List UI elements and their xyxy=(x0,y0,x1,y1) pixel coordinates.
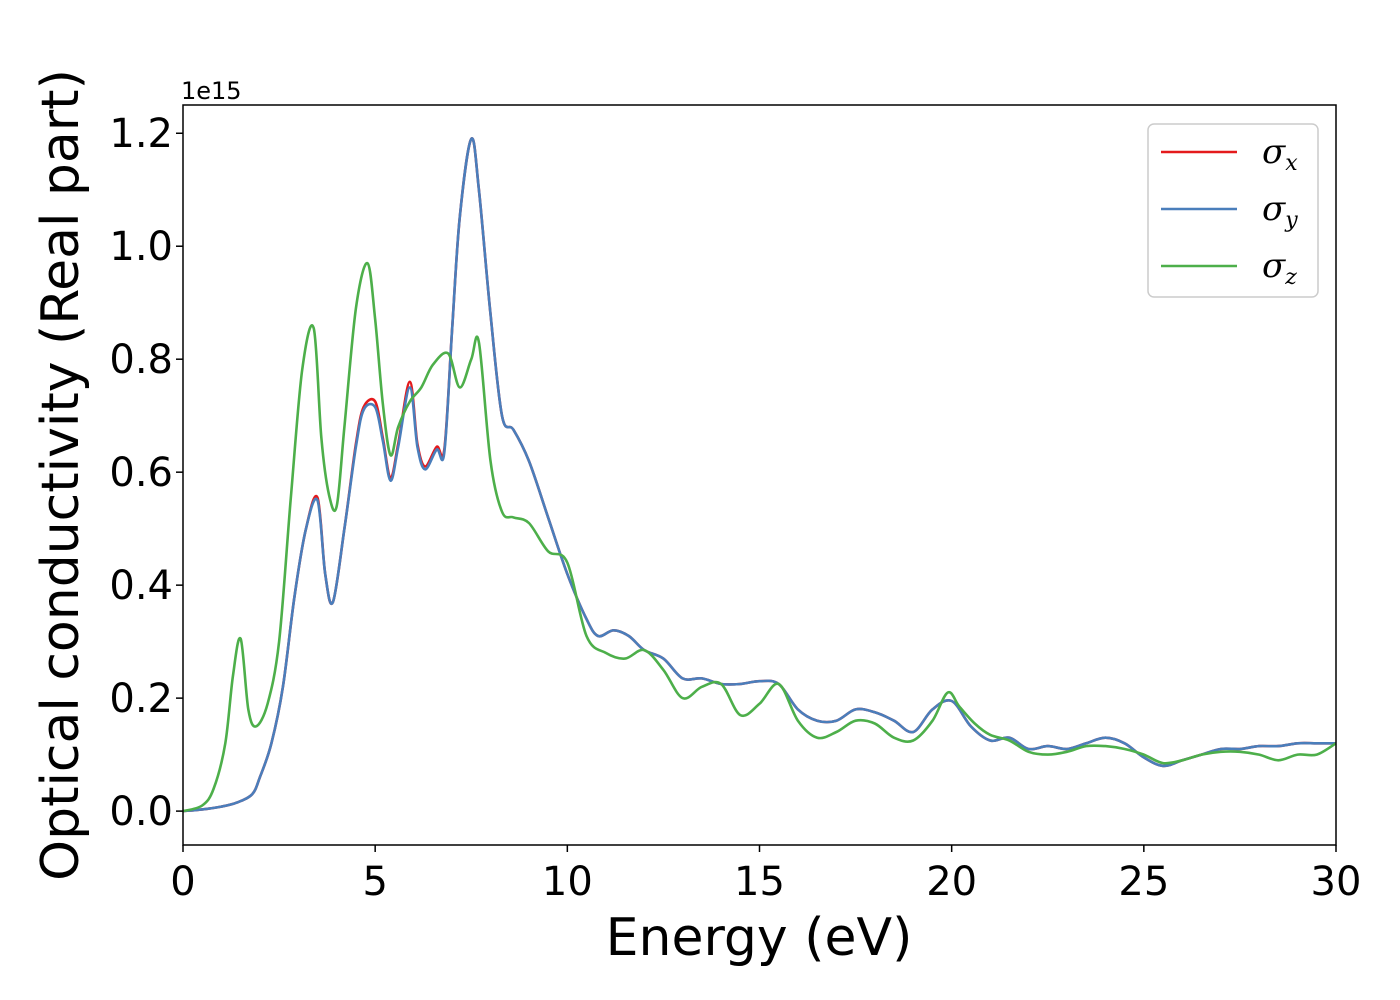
legend: σx σy σz xyxy=(1147,123,1319,298)
series-line-z xyxy=(182,261,1337,813)
legend-label-y: σy xyxy=(1262,189,1298,233)
x-axis-title: Energy (eV) xyxy=(606,908,913,968)
x-tick-label: 20 xyxy=(926,859,977,905)
series-layer xyxy=(182,137,1337,813)
y-offset-label: 1e15 xyxy=(181,77,242,105)
y-tick-label: 0.4 xyxy=(109,563,173,609)
x-tick-label: 10 xyxy=(542,859,593,905)
legend-box xyxy=(1147,123,1319,298)
y-axis: 0.0 0.2 0.4 0.6 0.8 1.0 1.2 xyxy=(109,111,183,835)
x-tick-label: 30 xyxy=(1311,859,1362,905)
x-tick-label: 25 xyxy=(1118,859,1169,905)
x-axis: 0 5 10 15 20 25 30 xyxy=(170,845,1361,905)
y-tick-label: 0.6 xyxy=(109,450,173,496)
series-line-y xyxy=(182,137,1336,813)
x-tick-label: 5 xyxy=(362,859,387,905)
y-tick-label: 1.2 xyxy=(109,111,173,157)
y-tick-label: 0.2 xyxy=(109,676,173,722)
y-tick-label: 0.8 xyxy=(109,337,173,383)
x-tick-label: 15 xyxy=(734,859,785,905)
y-axis-title: Optical conductivity (Real part) xyxy=(31,69,91,881)
legend-label-x: σx xyxy=(1262,132,1298,176)
legend-label-z: σz xyxy=(1262,246,1297,290)
y-tick-label: 1.0 xyxy=(109,224,173,270)
y-tick-label: 0.0 xyxy=(109,789,173,835)
x-tick-label: 0 xyxy=(170,859,195,905)
